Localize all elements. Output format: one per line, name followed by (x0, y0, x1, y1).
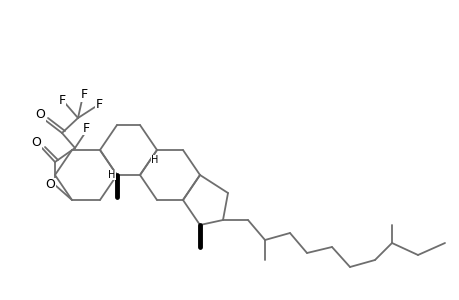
Text: F: F (95, 98, 102, 110)
Text: O: O (45, 178, 55, 191)
Text: F: F (82, 122, 90, 134)
Text: F: F (80, 88, 87, 101)
Text: O: O (35, 109, 45, 122)
Text: F: F (58, 94, 66, 106)
Text: O: O (31, 136, 41, 149)
Text: H: H (108, 170, 115, 180)
Text: H: H (151, 155, 158, 165)
